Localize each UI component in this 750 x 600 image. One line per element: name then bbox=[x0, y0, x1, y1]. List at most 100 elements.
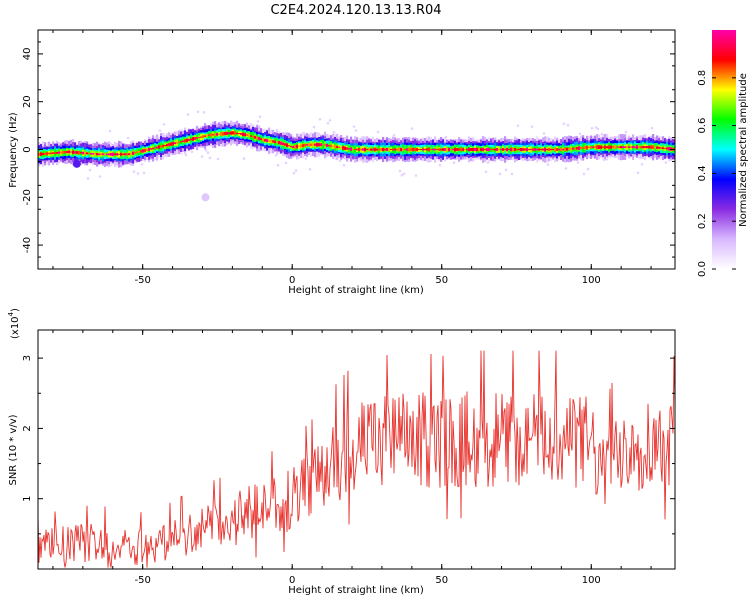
heat-column bbox=[386, 148, 389, 151]
heat-speck bbox=[206, 151, 210, 154]
heat-column bbox=[334, 144, 337, 149]
heat-column bbox=[340, 147, 343, 149]
snr-multiplier-exp: 4 bbox=[7, 311, 15, 316]
heat-speck bbox=[530, 125, 534, 128]
heat-column bbox=[432, 148, 435, 151]
heat-column bbox=[632, 145, 635, 149]
heat-column bbox=[72, 150, 75, 154]
heat-column bbox=[592, 146, 595, 148]
heat-column bbox=[558, 148, 561, 151]
heat-column bbox=[236, 132, 239, 135]
heat-speck bbox=[332, 130, 336, 134]
heat-speck bbox=[258, 115, 262, 119]
heat-column bbox=[654, 146, 657, 149]
heat-column bbox=[582, 147, 585, 149]
heat-column bbox=[408, 147, 411, 152]
colorbar-label: Normalized spectral amplitude bbox=[738, 73, 749, 227]
heat-column bbox=[264, 138, 267, 142]
snr-panel: -50 0 50 100 1 2 3 Height of straight line (km… bbox=[7, 308, 676, 596]
heat-column bbox=[256, 136, 259, 140]
heat-speck bbox=[200, 155, 204, 158]
heat-speck bbox=[216, 157, 220, 161]
heat-column bbox=[370, 148, 373, 151]
heat-column bbox=[228, 132, 231, 135]
heat-column bbox=[468, 147, 471, 152]
heat-column bbox=[106, 153, 109, 155]
heat-speck bbox=[294, 169, 298, 172]
spectrogram-ticks: -50 0 50 100 -40 -20 0 20 40 bbox=[22, 30, 675, 286]
heat-blob bbox=[201, 193, 210, 202]
heat-speck bbox=[296, 157, 300, 160]
heat-column bbox=[514, 148, 517, 151]
heat-column bbox=[250, 135, 253, 137]
heat-column bbox=[454, 147, 457, 152]
heat-column bbox=[532, 148, 535, 151]
heat-column bbox=[392, 148, 395, 151]
heat-column bbox=[470, 148, 473, 151]
heat-column bbox=[670, 147, 673, 151]
heat-column bbox=[178, 141, 181, 143]
heat-column bbox=[266, 139, 269, 142]
heat-column bbox=[248, 134, 251, 137]
heat-column bbox=[628, 146, 631, 148]
heat-column bbox=[194, 137, 197, 140]
heat-column bbox=[522, 148, 525, 151]
heat-column bbox=[418, 149, 421, 150]
heat-speck bbox=[88, 168, 92, 172]
heat-column bbox=[490, 148, 493, 151]
x-tick-label: 50 bbox=[435, 575, 448, 586]
y-tick-label: 3 bbox=[22, 355, 33, 361]
heat-column bbox=[342, 146, 345, 150]
heat-column bbox=[660, 147, 663, 149]
heat-column bbox=[414, 148, 417, 152]
colorbar-tick-label: 0.0 bbox=[697, 261, 708, 277]
heat-column bbox=[508, 148, 511, 150]
heat-column bbox=[570, 147, 573, 151]
heat-column bbox=[648, 145, 651, 149]
heat-column bbox=[404, 149, 407, 150]
heat-column bbox=[288, 145, 291, 147]
heat-column bbox=[382, 147, 385, 152]
svg-text:(x104): (x104) bbox=[7, 308, 21, 339]
heat-column bbox=[604, 145, 607, 149]
snr-multiplier: (x104) bbox=[7, 308, 21, 339]
heat-column bbox=[348, 148, 351, 150]
snr-xlabel: Height of straight line (km) bbox=[288, 585, 424, 596]
heat-column bbox=[68, 150, 71, 154]
x-tick-label: 100 bbox=[582, 275, 601, 286]
heat-speck bbox=[444, 135, 448, 139]
heat-column bbox=[548, 148, 551, 151]
heat-speck bbox=[342, 163, 346, 167]
heat-column bbox=[188, 138, 191, 141]
heat-column bbox=[284, 143, 287, 146]
heat-speck bbox=[184, 153, 188, 157]
heat-column bbox=[320, 143, 323, 147]
heat-column bbox=[622, 146, 625, 149]
heat-column bbox=[202, 135, 205, 139]
heat-column bbox=[402, 148, 405, 151]
heat-column bbox=[318, 143, 321, 147]
heat-column bbox=[338, 146, 341, 148]
heat-column bbox=[234, 131, 237, 135]
heat-speck bbox=[86, 177, 90, 180]
heat-column bbox=[308, 143, 311, 147]
heat-column bbox=[84, 152, 87, 155]
heat-column bbox=[360, 148, 363, 151]
heat-column bbox=[560, 147, 563, 152]
heat-column bbox=[534, 148, 537, 151]
heat-column bbox=[572, 147, 575, 150]
heat-speck bbox=[398, 169, 402, 173]
heat-column bbox=[278, 141, 281, 145]
heat-column bbox=[358, 148, 361, 151]
heat-column bbox=[198, 137, 201, 139]
heat-column bbox=[330, 144, 333, 148]
heat-column bbox=[112, 152, 115, 156]
heat-column bbox=[100, 153, 103, 156]
heat-speck bbox=[438, 163, 442, 167]
snr-ylabel: SNR (10 * v/v) bbox=[8, 414, 19, 485]
heat-speck bbox=[292, 171, 296, 175]
heat-column bbox=[380, 148, 383, 151]
heat-column bbox=[488, 147, 491, 152]
heat-column bbox=[208, 134, 211, 136]
heat-column bbox=[216, 133, 219, 136]
